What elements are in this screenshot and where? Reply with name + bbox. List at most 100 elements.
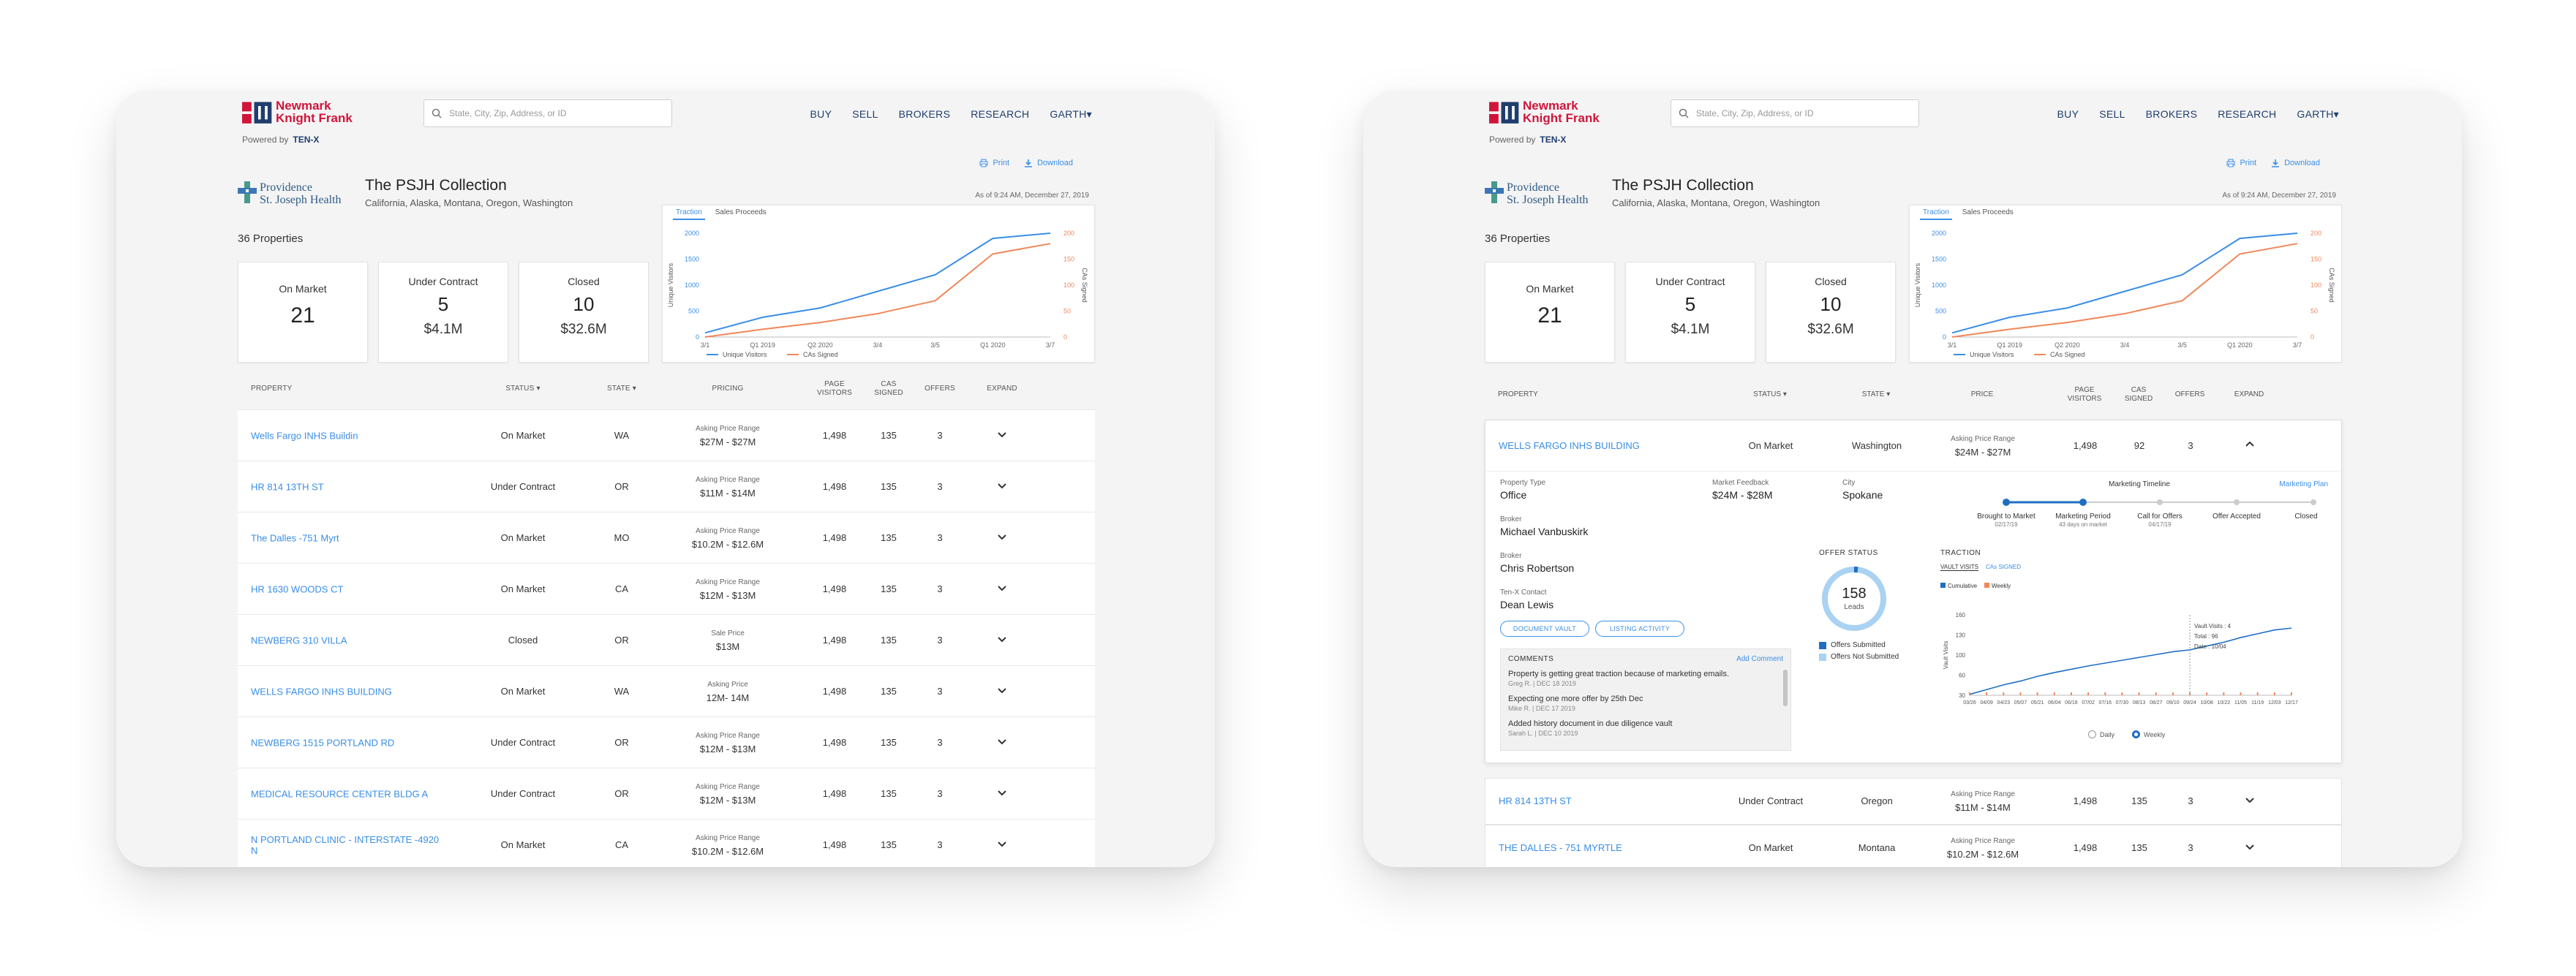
step-label: Marketing Period — [2055, 512, 2111, 521]
x-tick-label: 08/13 — [2133, 700, 2146, 705]
nav-research[interactable]: RESEARCH — [971, 108, 1030, 120]
col-property[interactable]: PROPERTY — [1498, 390, 1538, 398]
table-row[interactable]: HR 814 13TH ST Under Contract OR Asking … — [238, 461, 1095, 512]
card-under-contract[interactable]: Under Contract 5 $4.1M — [1625, 262, 1755, 363]
table-row[interactable]: NEWBERG 310 VILLA Closed OR Sale Price $1… — [238, 614, 1095, 665]
property-link[interactable]: N PORTLAND CLINIC - INTERSTATE -4920 N — [251, 833, 440, 856]
visitors: 1,498 — [822, 787, 847, 799]
nav-user-menu[interactable]: GARTH▾ — [1050, 108, 1092, 120]
broker-name: Chris Robertson — [1500, 562, 1575, 574]
tab-sales-proceeds[interactable]: Sales Proceeds — [1962, 208, 2014, 216]
offers: 3 — [937, 634, 943, 646]
table-row[interactable]: THE DALLES - 751 MYRTLE On Market Montan… — [1485, 825, 2342, 867]
comments-scrollbar[interactable] — [1783, 670, 1788, 706]
comments-panel: COMMENTS Add Comment Property is getting… — [1500, 648, 1791, 751]
tab-vault-visits[interactable]: VAULT VISITS — [1940, 564, 1979, 571]
card-closed[interactable]: Closed 10 $32.6M — [1766, 262, 1896, 363]
brand-name[interactable]: Newmark Knight Frank — [1523, 99, 1600, 124]
tab-traction[interactable]: Traction — [1920, 208, 1952, 220]
col-state[interactable]: STATE ▾ — [1861, 390, 1891, 398]
expand-button[interactable] — [2243, 793, 2256, 809]
expand-button[interactable] — [995, 632, 1009, 648]
table-row-expanded[interactable]: WELLS FARGO INHS BUILDING On Market Wash… — [1485, 420, 2341, 472]
nav-research[interactable]: RESEARCH — [2218, 108, 2277, 120]
search-input[interactable]: State, City, Zip, Address, or ID — [1671, 99, 1919, 127]
nav-sell[interactable]: SELL — [2099, 108, 2125, 120]
search-icon — [1679, 108, 1689, 118]
expand-button[interactable] — [995, 428, 1009, 444]
collapse-button[interactable] — [2243, 438, 2256, 454]
tab-cas-signed[interactable]: CAs SIGNED — [1986, 564, 2022, 570]
card-on-market[interactable]: On Market 21 — [238, 262, 368, 363]
nav-buy[interactable]: BUY — [2057, 108, 2079, 120]
expand-button[interactable] — [995, 581, 1009, 597]
table-row[interactable]: The Dalles -751 Myrt On Market MO Asking… — [238, 512, 1095, 563]
expand-button[interactable] — [995, 530, 1009, 546]
property-link[interactable]: WELLS FARGO INHS BUILDING — [1499, 439, 1640, 451]
table-row[interactable]: HR 814 13TH ST Under Contract Oregon Ask… — [1485, 778, 2342, 825]
nav-sell[interactable]: SELL — [852, 108, 878, 120]
nav-brokers[interactable]: BROKERS — [2145, 108, 2198, 120]
document-vault-button[interactable]: DOCUMENT VAULT — [1500, 621, 1589, 637]
tenx-logo: TEN-X — [1540, 135, 1567, 145]
property-link[interactable]: The Dalles -751 Myrt — [251, 532, 339, 543]
table-row[interactable]: HR 1630 WOODS CT On Market CA Asking Pri… — [238, 563, 1095, 614]
tab-sales-proceeds[interactable]: Sales Proceeds — [715, 208, 767, 216]
y-left-tick-label: 1000 — [1932, 281, 1946, 289]
card-closed[interactable]: Closed 10 $32.6M — [519, 262, 649, 363]
page-subtitle: California, Alaska, Montana, Oregon, Was… — [1612, 197, 1820, 208]
table-row[interactable]: WELLS FARGO INHS BUILDING On Market WA A… — [238, 665, 1095, 716]
tenx-logo: TEN-X — [293, 135, 320, 145]
property-link[interactable]: WELLS FARGO INHS BUILDING — [251, 686, 392, 697]
nav-buy[interactable]: BUY — [810, 108, 832, 120]
radio-weekly[interactable]: Weekly — [2132, 730, 2165, 738]
expand-button[interactable] — [995, 735, 1009, 751]
col-status[interactable]: STATUS ▾ — [1753, 390, 1787, 398]
table-row[interactable]: Wells Fargo INHS Buildin On Market WA As… — [238, 409, 1095, 461]
property-link[interactable]: NEWBERG 310 VILLA — [251, 635, 347, 646]
broker-label: Broker — [1500, 552, 1522, 560]
property-link[interactable]: MEDICAL RESOURCE CENTER BLDG A — [251, 788, 429, 799]
legend-cas-label: CAs Signed — [2050, 351, 2085, 358]
property-link[interactable]: HR 814 13TH ST — [251, 481, 324, 492]
status: On Market — [500, 583, 546, 594]
property-link[interactable]: THE DALLES - 751 MYRTLE — [1499, 842, 1622, 853]
download-button[interactable]: Download — [2271, 159, 2320, 167]
col-state[interactable]: STATE ▾ — [607, 385, 636, 393]
add-comment-link[interactable]: Add Comment — [1736, 655, 1783, 663]
table-row[interactable]: MEDICAL RESOURCE CENTER BLDG A Under Con… — [238, 768, 1095, 819]
weekly-bar — [2104, 692, 2106, 695]
brand-name[interactable]: Newmark Knight Frank — [276, 99, 353, 124]
tab-traction[interactable]: Traction — [673, 208, 705, 220]
card-on-market[interactable]: On Market 21 — [1485, 262, 1615, 363]
table-row[interactable]: NEWBERG 1515 PORTLAND RD Under Contract … — [238, 716, 1095, 768]
y-right-axis-label: CAs Signed — [1081, 268, 1088, 303]
expand-button[interactable] — [2243, 840, 2256, 856]
nav-user-menu[interactable]: GARTH▾ — [2297, 108, 2339, 120]
col-status[interactable]: STATUS ▾ — [505, 385, 541, 393]
table-row[interactable]: N PORTLAND CLINIC - INTERSTATE -4920 N O… — [238, 819, 1095, 867]
market-feedback: $24M - $28M — [1712, 489, 1773, 501]
print-button[interactable]: Print — [979, 159, 1009, 167]
property-link[interactable]: NEWBERG 1515 PORTLAND RD — [251, 737, 395, 748]
search-input[interactable]: State, City, Zip, Address, or ID — [423, 99, 672, 127]
expand-button[interactable] — [995, 684, 1009, 700]
download-button[interactable]: Download — [1024, 159, 1073, 167]
x-tick-label: 3/1 — [701, 341, 710, 349]
card-under-contract[interactable]: Under Contract 5 $4.1M — [378, 262, 508, 363]
radio-daily[interactable]: Daily — [2088, 730, 2114, 738]
listing-activity-button[interactable]: LISTING ACTIVITY — [1595, 621, 1684, 637]
marketing-plan-link[interactable]: Marketing Plan — [2279, 480, 2328, 488]
print-button[interactable]: Print — [2226, 159, 2256, 167]
nav-brokers[interactable]: BROKERS — [898, 108, 951, 120]
property-link[interactable]: Wells Fargo INHS Buildin — [251, 430, 358, 441]
expand-button[interactable] — [995, 786, 1009, 802]
expand-button[interactable] — [995, 479, 1009, 495]
col-property[interactable]: PROPERTY — [251, 385, 293, 393]
property-link[interactable]: HR 814 13TH ST — [1499, 795, 1572, 806]
status: On Market — [500, 531, 546, 543]
expand-button[interactable] — [995, 837, 1009, 853]
property-link[interactable]: HR 1630 WOODS CT — [251, 583, 344, 594]
x-tick-label: 10/22 — [2218, 700, 2231, 705]
download-icon — [1025, 159, 1033, 167]
